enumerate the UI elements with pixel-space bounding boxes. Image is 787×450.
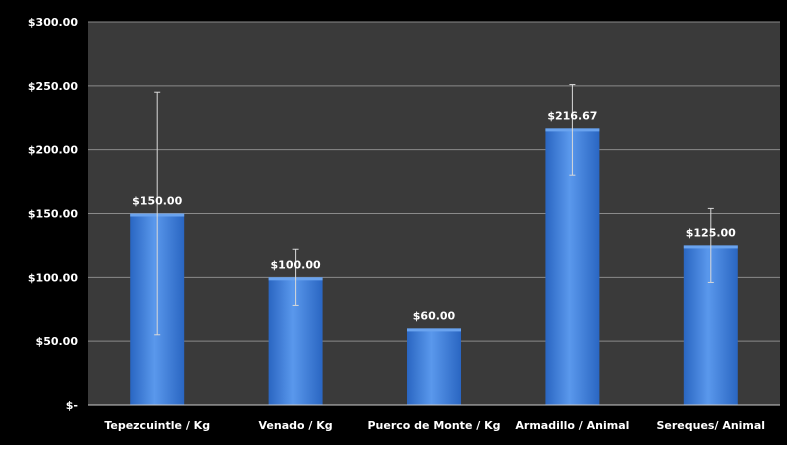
data-label: $100.00 — [271, 258, 321, 271]
x-category-label: Sereques/ Animal — [656, 419, 765, 432]
y-tick-label: $250.00 — [28, 80, 78, 93]
y-axis: $- $50.00 $100.00 $150.00 $200.00 $250.00 $300… — [28, 16, 78, 412]
y-tick-label: $- — [66, 399, 78, 412]
y-tick-label: $100.00 — [28, 271, 78, 284]
bar — [407, 328, 461, 405]
y-tick-label: $300.00 — [28, 16, 78, 29]
data-labels: $150.00 $100.00 $60.00 $216.67 $125.00 — [132, 109, 736, 322]
x-category-label: Puerco de Monte / Kg — [368, 419, 501, 432]
data-label: $150.00 — [132, 195, 182, 208]
x-category-label: Venado / Kg — [259, 419, 333, 432]
x-category-label: Armadillo / Animal — [515, 419, 629, 432]
bar-top-highlight — [407, 328, 461, 332]
data-label: $216.67 — [547, 109, 597, 122]
error-bars — [154, 84, 714, 336]
y-tick-label: $50.00 — [36, 335, 79, 348]
y-tick-label: $200.00 — [28, 144, 78, 157]
x-category-label: Tepezcuintle / Kg — [104, 419, 210, 432]
gridlines — [88, 21, 780, 342]
data-label: $125.00 — [686, 226, 736, 239]
data-label: $60.00 — [413, 309, 456, 322]
y-tick-label: $150.00 — [28, 208, 78, 221]
x-axis: Tepezcuintle / Kg Venado / Kg Puerco de Mo… — [88, 404, 780, 432]
